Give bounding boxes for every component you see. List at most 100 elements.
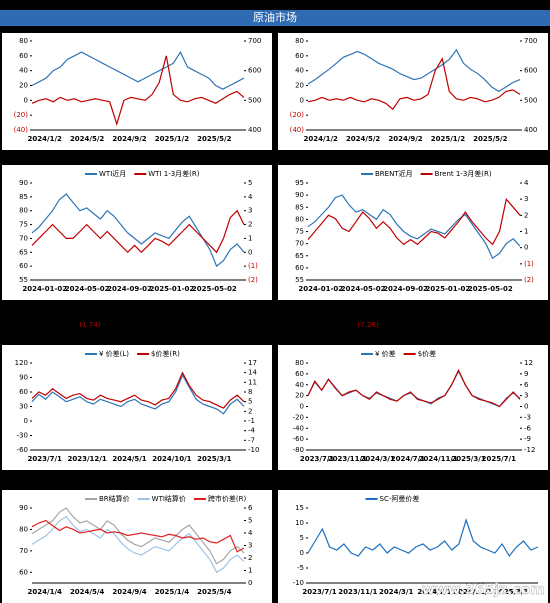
series-line [31,209,245,254]
y-tick-label: 60 [295,264,304,272]
series-line [31,55,245,127]
series-line [307,57,521,111]
x-tick-label: 2024/9/2 [388,135,422,143]
x-tick-label: 2025/1/2 [431,135,465,143]
y-tick-label: 70 [19,234,28,242]
x-tick-label: 2025-01-02 [150,285,195,293]
chart-panel [2,165,272,300]
y2-tick-label: 3 [248,207,252,215]
y-tick-label: 30 [19,403,28,411]
y-tick-label: 60 [295,370,304,378]
y-tick-label: (20) [14,111,29,119]
y-tick-label: 5 [300,534,304,542]
y2-tick-label: 6 [248,504,253,512]
y2-tick-label: 700 [524,37,537,45]
y-tick-label: 80 [295,215,304,223]
x-tick-label: 2023/11/1 [328,455,367,463]
y2-tick-label: 9 [524,370,528,378]
y2-tick-label: 5 [248,517,252,525]
x-tick-label: 2023/12/1 [68,455,107,463]
y-tick-label: 95 [295,179,304,187]
chart-panel [2,490,272,603]
y2-tick-label: -7 [248,436,255,444]
y2-tick-label: 5 [248,398,252,406]
y2-tick-label: 700 [248,37,261,45]
y-tick-label: 80 [19,37,28,45]
series-line [31,193,245,268]
series-line [31,515,245,574]
y-tick-label: (40) [290,126,305,134]
x-tick-label: 2024/1/4 [28,588,62,596]
y-tick-label: 70 [19,547,28,555]
x-tick-label: 2024-09-02 [107,285,152,293]
legend-label: SC-阿曼价差 [380,494,420,503]
y-tick-label: -30 [17,432,28,440]
chart-panel [2,345,272,470]
y2-tick-label: 1 [524,228,528,236]
series-line [307,197,521,246]
y2-tick-label: 6 [524,381,529,389]
x-tick-label: 2024-09-02 [383,285,428,293]
y2-tick-label: -9 [524,435,531,443]
y-tick-label: 0 [300,549,304,557]
y2-tick-label: 600 [248,67,261,75]
x-tick-label: 2025-05-02 [468,285,513,293]
x-tick-label: 2025/5/4 [197,588,231,596]
y2-tick-label: 8 [248,388,252,396]
x-tick-label: 2024-05-02 [65,285,110,293]
y-tick-label: 60 [19,568,28,576]
y2-tick-label: (2) [248,276,258,284]
y-tick-label: -80 [293,446,304,454]
x-tick-label: 2025-05-02 [192,285,237,293]
legend-label: BR结算价 [99,494,130,503]
y-tick-label: 40 [295,67,304,75]
y-tick-label: (40) [14,126,29,134]
x-tick-label: 2025/1/2 [155,135,189,143]
x-tick-label: 2023/7/1 [300,455,334,463]
y-tick-label: 60 [295,52,304,60]
chart-panel [278,345,548,470]
y2-tick-label: -3 [524,413,531,421]
y-tick-label: 80 [19,525,28,533]
y-tick-label: 0 [300,403,304,411]
y2-tick-label: 1 [248,567,252,575]
y2-tick-label: 4 [524,179,529,187]
y-tick-label: 10 [295,519,304,527]
y2-tick-label: 12 [524,359,533,367]
y2-tick-label: 400 [524,126,537,134]
x-tick-label: 2025/3/1 [494,588,528,596]
y-tick-label: 90 [19,374,28,382]
y-tick-label: 0 [24,96,28,104]
y-tick-label: 40 [19,67,28,75]
legend-label: ¥ 价差 [375,349,396,358]
x-tick-label: 2025-01-02 [426,285,471,293]
y-tick-label: 55 [295,276,304,284]
legend-label: Brent 1-3月差(R) [435,169,492,178]
legend-label: $价差(R) [151,349,180,358]
y2-tick-label: 0 [524,403,528,411]
series-line [31,371,245,409]
x-tick-label: 2025/5/2 [473,135,507,143]
y2-tick-label: -10 [248,446,259,454]
y-tick-label: 75 [19,221,28,229]
x-tick-label: 2025/3/1 [451,455,485,463]
y2-tick-label: 3 [524,195,528,203]
x-tick-label: 2023/11/1 [338,588,377,596]
x-tick-label: 2024/1/2 [304,135,338,143]
y2-tick-label: 400 [248,126,261,134]
y-tick-label: -60 [17,446,28,454]
x-tick-label: 2024/5/4 [70,588,104,596]
y-tick-label: -60 [293,435,304,443]
series-line [307,518,539,558]
legend-label: 跨市价差(R) [208,494,247,503]
y-tick-label: -10 [293,579,304,587]
y-tick-label: 70 [295,240,304,248]
x-tick-label: 2023/7/1 [28,455,62,463]
title-bar [0,10,550,26]
series-line [31,507,245,565]
x-tick-label: 2024/11/1 [453,588,492,596]
y2-tick-label: -6 [524,424,532,432]
x-tick-label: 2024/5/1 [112,455,146,463]
x-tick-label: 2024-05-02 [341,285,386,293]
